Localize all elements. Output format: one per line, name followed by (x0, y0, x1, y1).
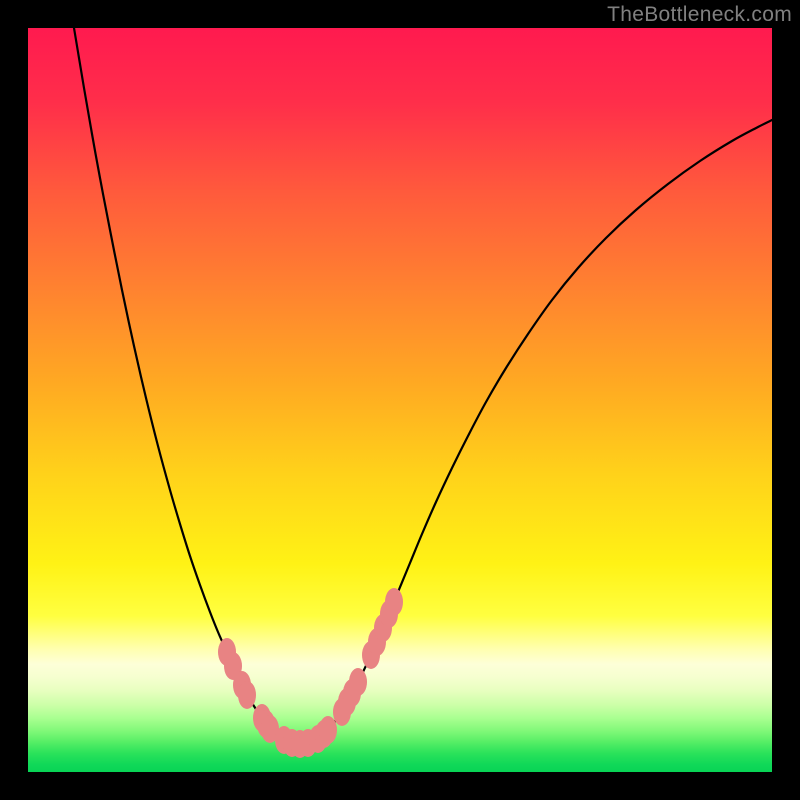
chart-background (28, 28, 772, 772)
chart-svg (28, 28, 772, 772)
curve-marker (238, 681, 256, 709)
curve-marker (385, 588, 403, 616)
curve-marker (349, 668, 367, 696)
watermark-text: TheBottleneck.com (607, 3, 792, 27)
curve-marker (319, 716, 337, 744)
plot-area (28, 28, 772, 772)
